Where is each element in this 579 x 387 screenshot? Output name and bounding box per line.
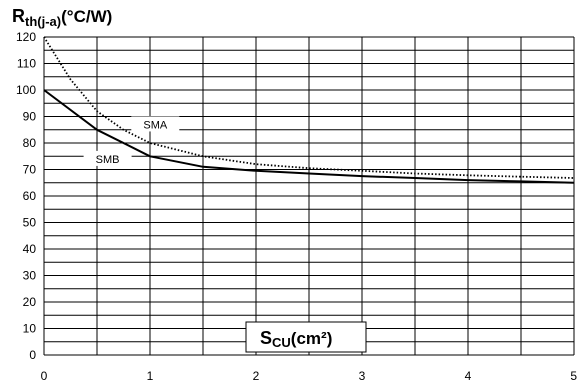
y-tick-label: 90 — [23, 110, 37, 124]
series-label-text: SMB — [96, 154, 120, 166]
x-tick-label: 4 — [465, 369, 472, 383]
y-tick-label: 20 — [23, 295, 37, 309]
y-axis-label-main: R — [12, 6, 25, 26]
y-tick-label: 60 — [23, 189, 37, 203]
y-tick-label: 110 — [17, 57, 36, 71]
series-line-smb — [43, 89, 575, 184]
y-axis-label-unit: (°C/W) — [61, 7, 112, 26]
x-axis-label-box — [245, 321, 367, 353]
y-axis-label: Rth(j-a)(°C/W) — [12, 6, 112, 29]
y-tick-label: 0 — [29, 348, 36, 362]
series-label-background — [83, 150, 132, 166]
x-tick-label: 0 — [41, 369, 48, 383]
x-axis-label-sub: CU — [272, 335, 291, 350]
x-tick-label: 3 — [359, 369, 366, 383]
series-label-smb: SMB — [83, 150, 132, 166]
y-tick-label: 50 — [23, 216, 37, 230]
tick-labels: 0 10 20 30 40 50 60 70 80 90 100 110 120 0 1 2 3 4 5 — [16, 30, 577, 383]
series-labels: SMA SMB — [83, 116, 180, 166]
series-label-background — [131, 116, 180, 132]
x-tick-label: 1 — [147, 369, 154, 383]
x-tick-label: 5 — [570, 369, 577, 383]
x-axis-label-main: S — [260, 328, 272, 348]
grid — [43, 36, 575, 356]
series-label-sma: SMA — [131, 116, 180, 132]
y-tick-label: 120 — [16, 30, 36, 44]
y-tick-label: 70 — [23, 163, 37, 177]
series-label-text: SMA — [143, 119, 168, 131]
y-axis-label-sub: th(j-a) — [25, 14, 61, 29]
y-tick-label: 30 — [23, 269, 37, 283]
x-axis-label: SCU(cm²) — [260, 328, 332, 350]
y-tick-label: 80 — [23, 136, 37, 150]
x-axis-label-unit: (cm²) — [291, 329, 333, 348]
y-tick-label: 100 — [16, 83, 36, 97]
series-line-sma — [43, 36, 575, 179]
y-tick-label: 40 — [23, 242, 37, 256]
series-lines — [43, 36, 575, 184]
x-tick-label: 2 — [253, 369, 260, 383]
y-tick-label: 10 — [23, 322, 37, 336]
